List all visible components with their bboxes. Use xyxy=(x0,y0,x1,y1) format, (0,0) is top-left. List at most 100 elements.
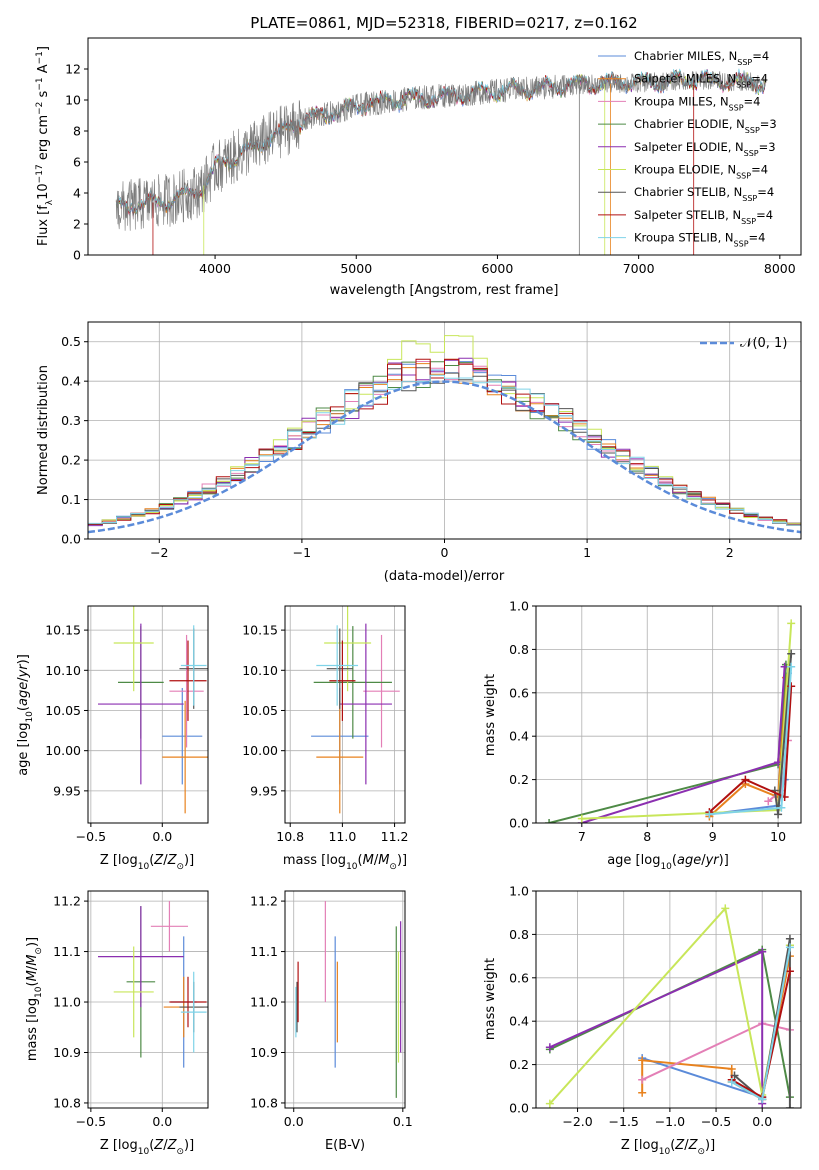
p8-marker-chabrier_stelib xyxy=(785,934,794,943)
p2-xtick-label: −1 xyxy=(293,545,311,560)
p8-xtick-label: 0.0 xyxy=(752,1114,772,1129)
histogram-legend: 𝒩(0, 1) xyxy=(700,336,787,351)
p8-marker-salpeter_miles xyxy=(638,1056,647,1065)
p1-xtick-label: 4000 xyxy=(199,261,231,276)
p1-ytick-label: 6 xyxy=(73,155,81,170)
p5-ytick-label: 0.0 xyxy=(509,816,529,831)
p5-line-salpeter_miles xyxy=(708,677,787,818)
p4-ytick-label: 9.95 xyxy=(250,783,278,798)
p8-ytick-label: 0.6 xyxy=(509,970,529,985)
p3-ylabel: age [log10(age/yr)] xyxy=(16,654,35,776)
p5-marker-kroupa_miles xyxy=(764,797,773,806)
legend-label-kroupa_elodie: Kroupa ELODIE, NSSP=4 xyxy=(634,163,768,181)
p5-marker-chabrier_stelib xyxy=(774,810,783,819)
p7-ytick-label: 11.0 xyxy=(250,995,278,1010)
p5-ytick-label: 0.6 xyxy=(509,685,529,700)
normal-curve xyxy=(88,380,801,534)
p8-ytick-label: 0.4 xyxy=(509,1014,529,1029)
legend-label-salpeter_miles: Salpeter MILES, NSSP=4 xyxy=(634,72,768,90)
p5-line-salpeter_stelib xyxy=(708,686,793,813)
p6-ytick-label: 11.1 xyxy=(53,944,81,959)
p5-marker-kroupa_stelib xyxy=(787,662,796,671)
p8-xtick-label: −0.5 xyxy=(701,1114,731,1129)
p8-xlabel: Z [log10(Z/Z⊙)] xyxy=(621,1138,715,1157)
p3-ytick-label: 10.10 xyxy=(45,663,81,678)
p2-xtick-label: 2 xyxy=(726,545,734,560)
spectrum-title: PLATE=0861, MJD=52318, FIBERID=0217, z=0… xyxy=(250,14,637,32)
p5-marker-chabrier_stelib xyxy=(787,649,796,658)
spectrum-legend: Chabrier MILES, NSSP=4 Salpeter MILES, NS… xyxy=(598,49,777,248)
age-vs-mass-plot: 10.8 11.0 11.2 9.95 10.00 10.05 10.10 10.15 xyxy=(242,605,408,844)
residual-histogram: −2 −1 0 1 2 0.0 0.1 0.2 0.3 0.4 0.5 xyxy=(61,321,802,560)
p7-xtick-label: 0.1 xyxy=(393,1114,413,1129)
p2-xtick-label: 1 xyxy=(583,545,591,560)
p2-ytick-label: 0.1 xyxy=(61,492,81,507)
p2-ytick-label: 0.0 xyxy=(61,532,81,547)
p3-ytick-label: 10.00 xyxy=(45,743,81,758)
p8-marker-kroupa_stelib xyxy=(758,1095,767,1104)
p6-ytick-label: 10.9 xyxy=(53,1045,81,1060)
legend-label-kroupa_stelib: Kroupa STELIB, NSSP=4 xyxy=(634,231,765,249)
p8-ytick-label: 1.0 xyxy=(509,884,529,899)
p5-xtick-label: 8 xyxy=(643,829,651,844)
p6-ytick-label: 10.8 xyxy=(53,1095,81,1110)
p8-marker-salpeter_elodie xyxy=(545,1043,554,1052)
legend-label-salpeter_stelib: Salpeter STELIB, NSSP=4 xyxy=(634,208,773,226)
p7-frame xyxy=(284,890,406,1109)
p1-xtick-label: 8000 xyxy=(764,261,796,276)
p1-ytick-label: 10 xyxy=(65,93,81,108)
p4-ytick-label: 10.15 xyxy=(242,623,278,638)
p7-ytick-label: 10.9 xyxy=(250,1045,278,1060)
p5-ytick-label: 0.4 xyxy=(509,729,529,744)
p1-ytick-label: 0 xyxy=(73,248,81,263)
p2-ytick-label: 0.3 xyxy=(61,413,81,428)
p5-marker-salpeter_stelib xyxy=(787,682,796,691)
p3-xtick-label: −0.5 xyxy=(76,829,106,844)
p1-ytick-label: 2 xyxy=(73,217,81,232)
p8-ytick-label: 0.0 xyxy=(509,1101,529,1116)
p6-xtick-label: −0.5 xyxy=(76,1114,106,1129)
p3-grid xyxy=(88,606,208,823)
p5-ytick-label: 1.0 xyxy=(509,599,529,614)
legend-label-kroupa_miles: Kroupa MILES, NSSP=4 xyxy=(634,94,760,112)
p3-ytick-label: 10.15 xyxy=(45,623,81,638)
p5-marker-kroupa_elodie xyxy=(577,814,586,823)
p5-marker-kroupa_stelib xyxy=(705,810,714,819)
p3-ytick-label: 10.05 xyxy=(45,703,81,718)
p8-ytick-label: 0.8 xyxy=(509,927,529,942)
p2-frame xyxy=(87,321,802,540)
p2-ytick-label: 0.2 xyxy=(61,453,81,468)
histogram-kroupa_stelib xyxy=(88,374,801,528)
p4-xlabel: mass [log10(M/M⊙)] xyxy=(283,853,407,872)
p5-xlabel: age [log10(age/yr)] xyxy=(607,853,729,872)
p8-marker-kroupa_elodie xyxy=(545,1099,554,1108)
legend-label-chabrier_stelib: Chabrier STELIB, NSSP=4 xyxy=(634,185,774,203)
mass-vs-extinction-plot: 0.0 0.1 10.8 10.9 11.0 11.1 11.2 xyxy=(250,890,413,1129)
histogram-ylabel: Normed distribution xyxy=(36,365,51,495)
p8-ytick-label: 0.2 xyxy=(509,1057,529,1072)
p5-ylabel: mass weight xyxy=(483,674,498,756)
p3-xlabel: Z [log10(Z/Z⊙)] xyxy=(100,853,194,872)
p2-xtick-label: 0 xyxy=(441,545,449,560)
normal-legend-label: 𝒩(0, 1) xyxy=(740,336,787,351)
p8-marker-chabrier_stelib xyxy=(730,1071,739,1080)
p1-xtick-label: 5000 xyxy=(340,261,372,276)
p4-xtick-label: 10.8 xyxy=(276,829,304,844)
p3-frame xyxy=(87,605,209,824)
p6-frame xyxy=(87,890,209,1109)
mass-weight-vs-age-plot: 7 8 9 10 0.0 0.2 0.4 0.6 0.8 1.0 xyxy=(509,599,802,844)
p6-ylabel: mass [log10(M/M⊙)] xyxy=(25,937,44,1061)
p5-marker-salpeter_stelib xyxy=(741,775,750,784)
p8-frame xyxy=(535,890,802,1109)
p6-ytick-label: 11.2 xyxy=(53,894,81,909)
spectrum-data-line xyxy=(115,70,766,231)
legend-label-chabrier_elodie: Chabrier ELODIE, NSSP=3 xyxy=(634,117,777,135)
spectrum-ylabel: Flux [fλ10−17 erg cm−2 s−1 A−1] xyxy=(35,46,55,246)
age-vs-metallicity-plot: −0.5 0.0 9.95 10.00 10.05 10.10 10.15 xyxy=(45,605,209,844)
legend-label-chabrier_miles: Chabrier MILES, NSSP=4 xyxy=(634,49,769,67)
p5-xtick-label: 10 xyxy=(770,829,786,844)
p8-marker-salpeter_miles xyxy=(638,1088,647,1097)
p4-xtick-label: 11.0 xyxy=(328,829,356,844)
p4-ytick-label: 10.00 xyxy=(242,743,278,758)
